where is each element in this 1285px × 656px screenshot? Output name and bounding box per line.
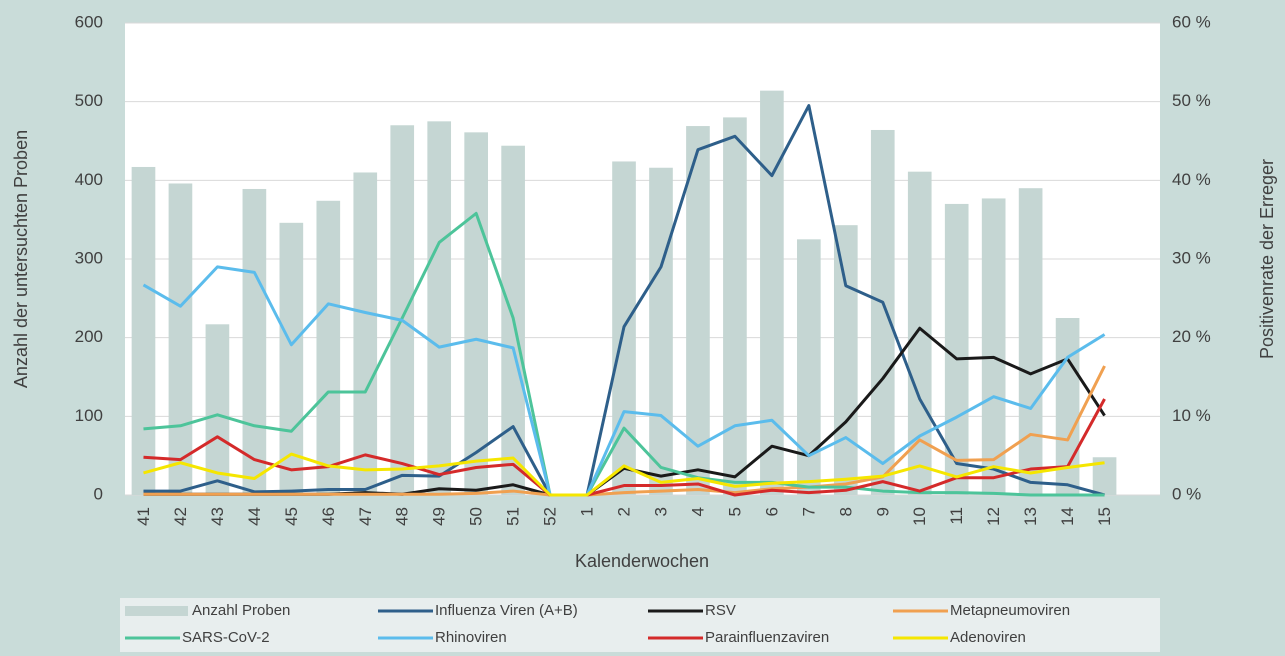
- x-tick-label: 50: [467, 507, 486, 526]
- x-tick-label: 7: [799, 507, 818, 516]
- y-axis-title: Anzahl der untersuchten Proben: [11, 130, 31, 388]
- legend-label: Influenza Viren (A+B): [435, 602, 578, 619]
- bar: [833, 225, 858, 495]
- bar: [649, 167, 673, 495]
- legend-label: Adenoviren: [950, 629, 1026, 646]
- x-tick-label: 47: [356, 507, 375, 526]
- x-tick-label: 49: [430, 507, 449, 526]
- x-tick-label: 3: [651, 507, 670, 516]
- bar: [686, 126, 710, 495]
- x-tick-label: 11: [947, 507, 966, 525]
- bar: [168, 183, 193, 496]
- x-tick-label: 46: [319, 507, 338, 526]
- x-tick-label: 12: [984, 507, 1003, 526]
- x-tick-label: 42: [171, 507, 190, 526]
- bar: [760, 90, 784, 496]
- x-tick-label: 51: [504, 507, 523, 526]
- y2-axis-title: Positivenrate der Erreger: [1257, 159, 1277, 359]
- bar: [242, 188, 267, 495]
- y-tick-label: 400: [75, 170, 103, 189]
- x-tick-label: 45: [282, 507, 301, 526]
- legend-label: Parainfluenzaviren: [705, 629, 829, 646]
- y-tick-label: 0: [94, 484, 103, 503]
- legend-label: SARS-CoV-2: [182, 629, 270, 646]
- x-tick-label: 41: [134, 507, 153, 526]
- x-tick-label: 4: [688, 507, 707, 516]
- bar: [797, 239, 821, 495]
- bar: [205, 324, 230, 495]
- x-tick-label: 9: [873, 507, 892, 516]
- x-tick-label: 43: [208, 507, 227, 526]
- x-tick-label: 2: [615, 507, 634, 516]
- bar: [353, 172, 378, 495]
- y-tick-label: 300: [75, 248, 103, 267]
- x-tick-label: 10: [910, 507, 929, 526]
- x-tick-label: 15: [1095, 507, 1114, 526]
- x-axis-title: Kalenderwochen: [575, 551, 709, 571]
- y2-tick-label: 0 %: [1172, 484, 1201, 503]
- bar: [944, 203, 969, 495]
- y2-tick-label: 40 %: [1172, 170, 1211, 189]
- bar: [981, 198, 1006, 495]
- y2-tick-label: 20 %: [1172, 327, 1211, 346]
- legend-label: RSV: [705, 602, 736, 619]
- line-series: [143, 211, 1105, 497]
- y-tick-label: 100: [75, 406, 103, 425]
- y2-tick-label: 10 %: [1172, 406, 1211, 425]
- bar: [870, 129, 895, 495]
- x-tick-label: 14: [1058, 507, 1077, 526]
- line-series: [142, 265, 1106, 497]
- legend-swatch: [125, 606, 188, 616]
- legend-label: Anzahl Proben: [192, 602, 290, 619]
- line-series: [143, 104, 1105, 497]
- legend-box: [120, 598, 1160, 652]
- y-tick-label: 200: [75, 327, 103, 346]
- x-tick-label: 52: [541, 507, 560, 526]
- x-tick-label: 1: [578, 507, 597, 516]
- x-tick-label: 5: [725, 507, 744, 516]
- x-tick-label: 13: [1021, 507, 1040, 526]
- line-series: [143, 398, 1106, 497]
- bar: [316, 200, 341, 495]
- bar: [907, 171, 932, 495]
- bar: [464, 132, 488, 495]
- x-tick-label: 6: [762, 507, 781, 516]
- bar: [427, 121, 452, 495]
- y2-tick-label: 50 %: [1172, 91, 1211, 110]
- y2-tick-label: 30 %: [1172, 248, 1211, 267]
- bar: [723, 117, 747, 496]
- line-series: [143, 452, 1105, 497]
- bar: [131, 166, 156, 495]
- bar: [1018, 188, 1043, 495]
- x-tick-label: 44: [245, 507, 264, 526]
- x-tick-label: 48: [393, 507, 412, 526]
- y2-tick-label: 60 %: [1172, 12, 1211, 31]
- legend-label: Rhinoviren: [435, 629, 507, 646]
- bar: [390, 125, 415, 496]
- bar: [1092, 457, 1117, 495]
- line-series: [143, 365, 1106, 497]
- y-tick-label: 600: [75, 12, 103, 31]
- y-tick-label: 500: [75, 91, 103, 110]
- legend-label: Metapneumoviren: [950, 602, 1070, 619]
- x-tick-label: 8: [836, 507, 855, 516]
